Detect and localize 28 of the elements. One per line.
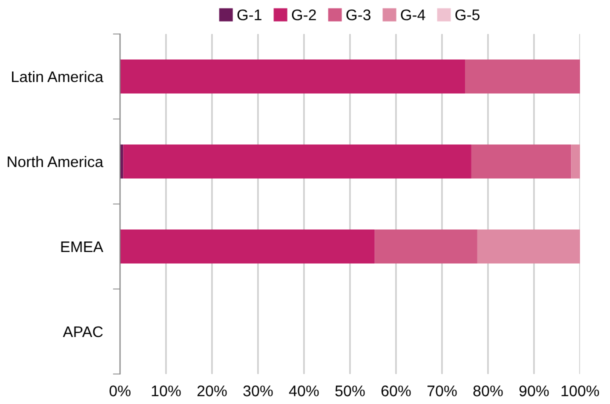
bar [471,144,572,178]
x-tick-label: 100% [562,386,599,396]
x-tick-label: 40% [289,386,319,396]
bar [477,230,580,264]
bar [123,144,472,178]
legend-label: G-4 [400,9,426,20]
x-tick-label: 50% [335,386,365,396]
x-tick-label: 80% [473,386,503,396]
x-tick-label: 70% [427,386,457,396]
x-tick-label: 0% [110,386,130,396]
bar [465,60,580,94]
legend-label: G-1 [237,9,262,20]
y-tick-label: North America [8,156,104,168]
bar [120,60,465,94]
x-tick-label: 20% [197,386,227,396]
legend-label: G-5 [455,9,480,20]
y-tick-label: EMEA [61,242,104,252]
x-tick-label: 60% [381,386,411,396]
y-tick-label: Latin America [12,70,104,82]
legend-label: G-2 [292,9,316,20]
bar [374,230,478,264]
bar [120,230,375,264]
legend-label: G-3 [346,9,370,20]
x-tick-label: 30% [243,386,273,396]
y-tick-label: APAC [62,326,103,338]
bar [571,144,580,178]
x-tick-label: 10% [152,386,181,396]
x-tick-label: 90% [519,386,549,396]
